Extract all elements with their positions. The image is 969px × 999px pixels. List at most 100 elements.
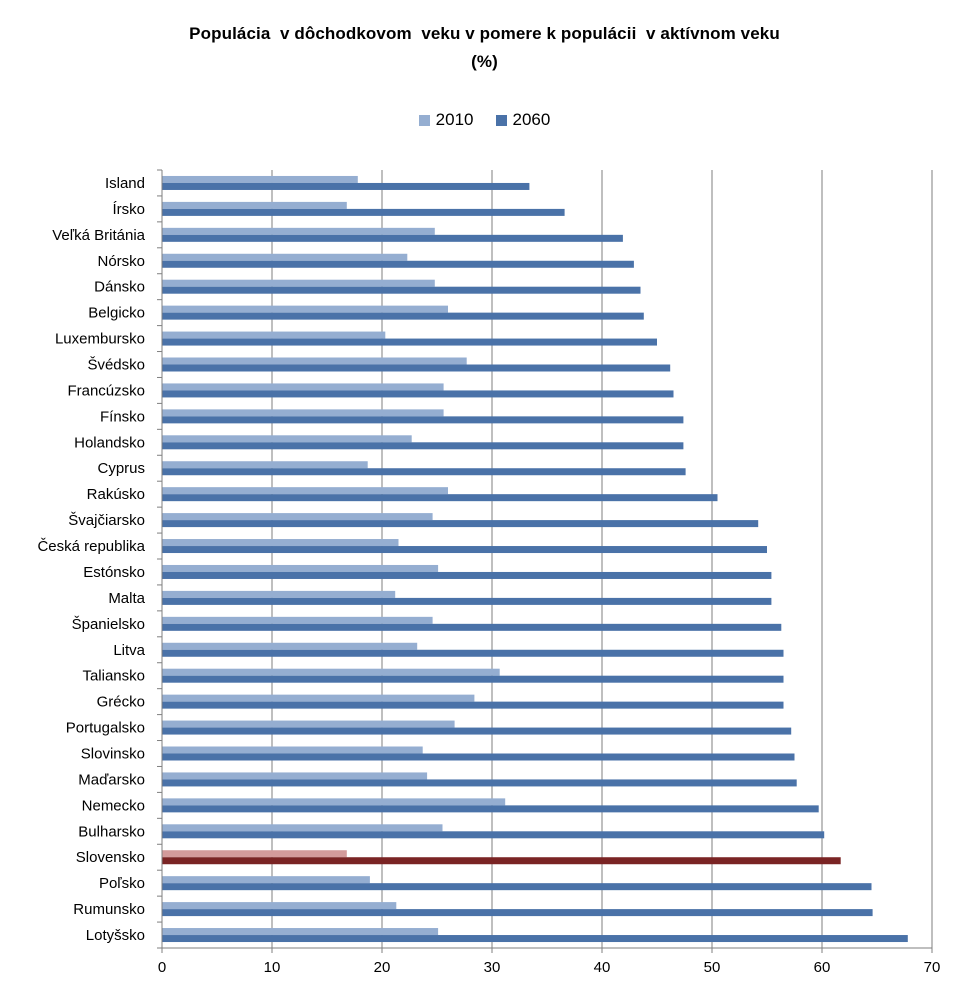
category-label: Poľsko [99, 875, 145, 892]
bar-2060 [162, 312, 644, 320]
bar-2060 [162, 805, 819, 813]
x-tick-label-50: 50 [704, 959, 721, 976]
category-label: Litva [113, 642, 145, 659]
bar-2010 [162, 642, 418, 650]
category-label: Švédsko [87, 357, 145, 374]
category-label: Rumunsko [73, 901, 145, 918]
bar-2010 [162, 279, 435, 287]
bar-2010 [162, 331, 386, 339]
category-label: Slovinsko [81, 746, 145, 763]
bar-2060 [162, 753, 795, 761]
bar-2010 [162, 253, 408, 261]
x-tick-label-40: 40 [594, 959, 611, 976]
bar-2060 [162, 857, 841, 865]
category-label: Grécko [97, 694, 145, 711]
category-label: Portugalsko [66, 720, 145, 737]
bar-2060 [162, 727, 792, 735]
bar-2010 [162, 694, 475, 702]
bar-2010 [162, 876, 370, 884]
x-tick-label-70: 70 [924, 959, 941, 976]
category-label: Fínsko [100, 408, 145, 425]
bar-2060 [162, 546, 767, 554]
category-label: Španielsko [72, 616, 145, 633]
bar-2060 [162, 623, 782, 631]
bar-2060 [162, 701, 784, 709]
chart-subtitle: (%) [471, 52, 498, 71]
category-label: Švajčiarsko [68, 512, 145, 529]
bar-2010 [162, 564, 439, 572]
bar-2010 [162, 461, 368, 469]
bar-2010 [162, 539, 399, 547]
bar-2060 [162, 442, 684, 450]
category-label: Nemecko [82, 797, 145, 814]
bar-2010 [162, 720, 455, 728]
bar-2060 [162, 597, 772, 605]
category-label: Cyprus [97, 460, 145, 477]
bar-2010 [162, 850, 347, 858]
bar-2010 [162, 227, 435, 235]
bar-2060 [162, 416, 684, 424]
bar-2060 [162, 831, 825, 839]
x-tick-label-20: 20 [374, 959, 391, 976]
bar-2060 [162, 390, 674, 398]
category-label: Veľká Británia [52, 227, 145, 244]
bar-2010 [162, 175, 358, 183]
bar-2010 [162, 772, 428, 780]
bar-2010 [162, 487, 448, 495]
bar-2060 [162, 260, 634, 268]
bar-2060 [162, 883, 872, 891]
chart-title-main: Populácia v dôchodkovom veku v pomere k … [189, 24, 780, 43]
bar-2060 [162, 494, 718, 502]
bar-2060 [162, 909, 873, 917]
bar-2010 [162, 357, 467, 365]
category-label: Taliansko [82, 668, 145, 685]
category-label: Holandsko [74, 434, 145, 451]
bar-2010 [162, 409, 444, 417]
category-label: Island [105, 175, 145, 192]
category-label: Slovensko [76, 849, 145, 866]
bar-2010 [162, 616, 433, 624]
chart-legend: 2010 2060 [0, 110, 969, 130]
bar-2060 [162, 520, 759, 528]
category-label: Maďarsko [78, 771, 145, 788]
bar-2060 [162, 234, 623, 242]
legend-label-2060: 2060 [512, 110, 551, 129]
bar-2010 [162, 746, 423, 754]
bar-2060 [162, 675, 784, 683]
x-tick-label-0: 0 [158, 959, 166, 976]
bar-2010 [162, 513, 433, 521]
category-label: Rakúsko [87, 486, 145, 503]
legend-item-2060: 2060 [495, 110, 551, 130]
category-label: Nórsko [97, 253, 145, 270]
chart-title: Populácia v dôchodkovom veku v pomere k … [0, 20, 969, 76]
bar-2060 [162, 338, 657, 346]
category-label: Luxembursko [55, 331, 145, 348]
bar-2010 [162, 201, 347, 209]
category-label: Írsko [112, 201, 145, 218]
legend-swatch-2060 [495, 114, 507, 126]
category-label: Belgicko [88, 305, 145, 322]
category-label: Česká republika [37, 538, 145, 555]
bar-2010 [162, 928, 439, 936]
bar-2010 [162, 902, 397, 910]
category-label: Francúzsko [67, 382, 145, 399]
category-label: Dánsko [94, 279, 145, 296]
bar-2060 [162, 364, 671, 372]
bar-2060 [162, 286, 641, 294]
bar-2010 [162, 798, 506, 806]
category-label: Lotyšsko [86, 927, 145, 944]
bar-2010 [162, 383, 444, 391]
bar-2060 [162, 935, 908, 943]
bar-2010 [162, 668, 500, 676]
category-label: Bulharsko [78, 823, 145, 840]
bar-2060 [162, 571, 772, 579]
bar-2060 [162, 208, 565, 216]
bar-2060 [162, 468, 686, 476]
bar-2060 [162, 779, 797, 787]
x-tick-label-30: 30 [484, 959, 501, 976]
bar-2010 [162, 824, 443, 832]
bar-2010 [162, 590, 396, 598]
legend-swatch-2010 [418, 114, 430, 126]
legend-label-2010: 2010 [435, 110, 474, 129]
